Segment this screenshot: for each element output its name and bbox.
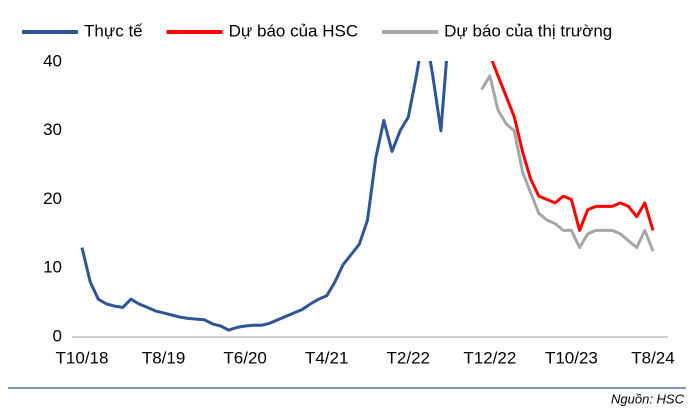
x-tick-label: T4/21 [305, 348, 348, 367]
source-note: Nguồn: HSC [611, 391, 685, 406]
x-tick-label: T10/23 [545, 348, 598, 367]
x-tick-label: T8/19 [142, 348, 185, 367]
legend-label: Thực tế [84, 21, 143, 40]
x-tick-label: T12/22 [463, 348, 516, 367]
series-line [490, 61, 655, 232]
plot-lines [80, 61, 655, 332]
x-tick-label: T6/20 [223, 348, 266, 367]
y-tick-label: 20 [43, 189, 62, 208]
x-tick-label: T10/18 [56, 348, 109, 367]
y-tick-label: 10 [43, 258, 62, 277]
series-line [80, 61, 448, 332]
legend-label: Dự báo của thị trường [444, 21, 612, 40]
legend-label: Dự báo của HSC [229, 21, 359, 40]
x-tick-label: T8/24 [631, 348, 674, 367]
series-line [480, 74, 655, 252]
y-tick-label: 40 [43, 51, 62, 70]
x-tick-label: T2/22 [387, 348, 430, 367]
y-tick-label: 0 [53, 326, 62, 345]
y-tick-label: 30 [43, 120, 62, 139]
